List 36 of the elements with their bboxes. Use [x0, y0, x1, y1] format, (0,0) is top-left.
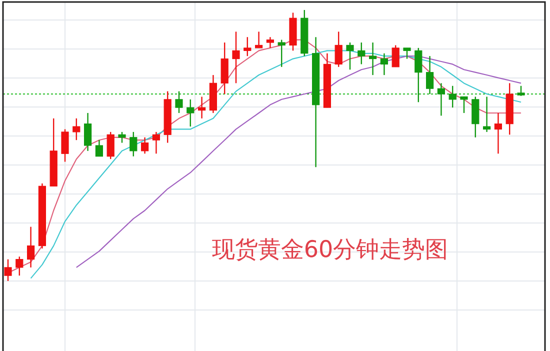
candlestick	[118, 131, 126, 144]
candlestick	[141, 136, 149, 154]
candlestick	[380, 52, 388, 76]
candlestick	[517, 85, 525, 97]
candlestick	[414, 47, 422, 103]
candlestick	[403, 47, 411, 60]
candlestick	[152, 131, 160, 154]
candlestick	[278, 39, 286, 68]
candlestick	[437, 82, 445, 116]
candlestick	[369, 42, 377, 76]
candlestick	[84, 112, 92, 152]
candlestick	[358, 42, 366, 65]
candlestick	[266, 36, 274, 49]
candlestick	[334, 31, 342, 68]
candlestick	[198, 96, 206, 119]
candlestick	[346, 42, 354, 70]
candlestick	[232, 31, 240, 84]
candlestick	[392, 44, 400, 68]
candlestick	[16, 256, 24, 276]
candlestick	[175, 90, 183, 114]
candlestick	[460, 96, 468, 114]
candlestick	[130, 131, 138, 157]
candlestick	[244, 36, 252, 57]
candlestick	[426, 55, 434, 95]
candlestick	[255, 31, 263, 49]
candlestick	[4, 258, 12, 282]
candlestick	[61, 128, 69, 162]
candlestick	[448, 85, 456, 108]
candlestick	[27, 226, 35, 268]
candlestick	[72, 118, 80, 141]
candlestick	[106, 131, 114, 160]
candlestick	[95, 139, 103, 157]
text: 现货黄金60分钟走势图	[212, 237, 448, 263]
candlestick	[186, 98, 194, 128]
candlestick	[483, 96, 491, 133]
candlestick	[494, 112, 502, 154]
